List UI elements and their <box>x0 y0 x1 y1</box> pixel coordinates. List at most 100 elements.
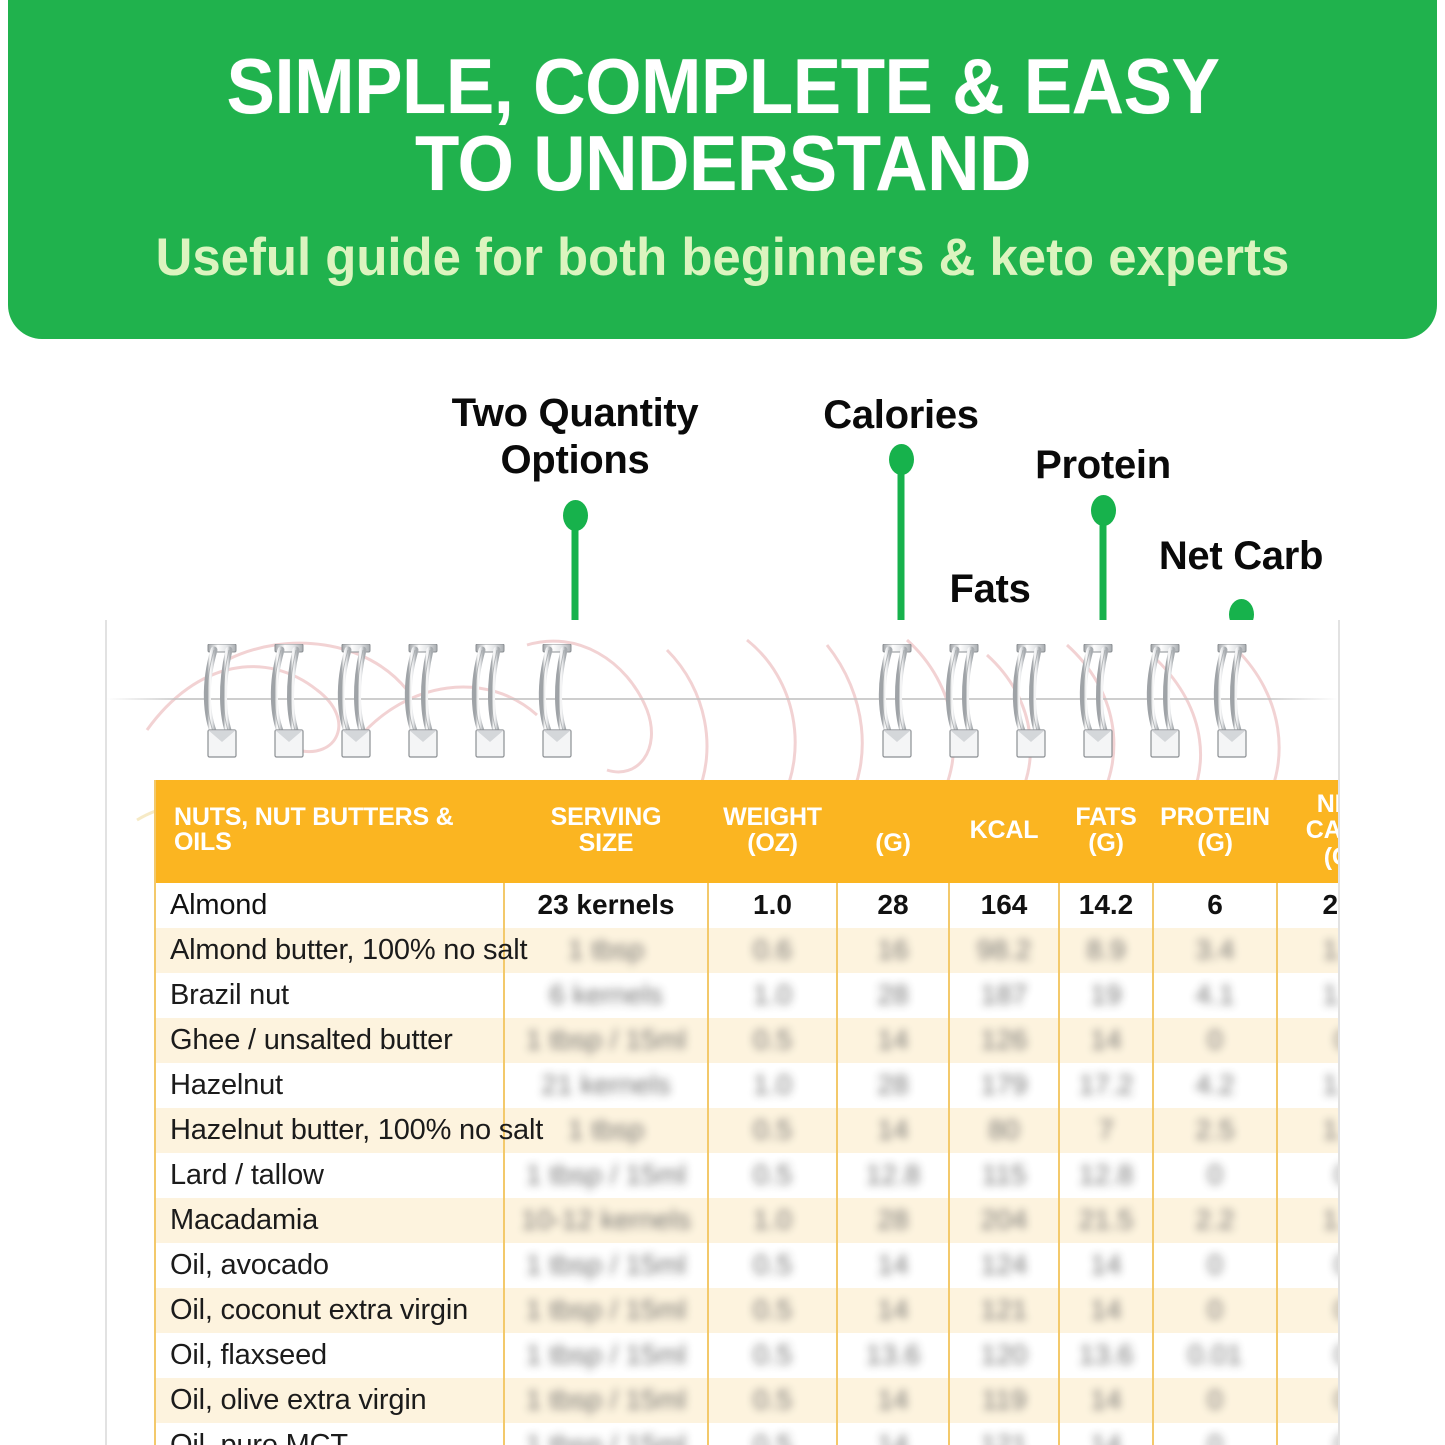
cell-protein: 6 <box>1152 882 1277 928</box>
cell-oz: 0.5 <box>707 1242 837 1288</box>
cell-kcal: 80 <box>948 1107 1059 1153</box>
cell-name: Hazelnut butter, 100% no salt <box>170 1113 544 1146</box>
cell-netcarb: 1.5 <box>1276 1197 1338 1243</box>
cell-protein: 4.1 <box>1152 972 1277 1018</box>
cell-netcarb: 0 <box>1276 1332 1338 1378</box>
cell-serving: 1 tbsp / 15ml <box>503 1242 708 1288</box>
cell-protein: 0 <box>1152 1422 1277 1445</box>
cell-fats: 21.5 <box>1058 1197 1153 1243</box>
cell-g: 12.8 <box>836 1152 949 1198</box>
col-header-weight-g-spacer <box>841 804 945 830</box>
cell-name: Oil, flaxseed <box>170 1338 327 1371</box>
cell-name: Oil, olive extra virgin <box>170 1383 427 1416</box>
spiral-ring <box>944 643 984 759</box>
cell-protein: 4.2 <box>1152 1062 1277 1108</box>
cell-fats: 14 <box>1058 1242 1153 1288</box>
col-header-weight-label: WEIGHT <box>723 803 822 832</box>
cell-kcal: 121 <box>948 1287 1059 1333</box>
spiral-ring <box>537 643 577 759</box>
spiral-ring <box>1212 643 1252 759</box>
cell-oz: 1.0 <box>707 972 837 1018</box>
cell-g: 13.6 <box>836 1332 949 1378</box>
callout-label-two-quantity-options: Two Quantity Options <box>451 391 699 483</box>
table-row: Hazelnut butter, 100% no salt 1 tbsp 0.5 14… <box>156 1107 1338 1153</box>
cell-name: Brazil nut <box>170 978 289 1011</box>
cell-fats: 13.6 <box>1058 1332 1153 1378</box>
cell-protein: 0 <box>1152 1017 1277 1063</box>
cell-netcarb: 1.9 <box>1276 1062 1338 1108</box>
cell-oz: 0.5 <box>707 1107 837 1153</box>
cell-serving: 1 tbsp / 15ml <box>503 1017 708 1063</box>
col-header-fats-label: FATS <box>1075 803 1137 832</box>
callout-label-calories: Calories <box>823 393 979 437</box>
page-title-line2: TO UNDERSTAND <box>414 119 1031 208</box>
col-header-protein-unit: (G) <box>1197 829 1233 858</box>
col-header-netcarb: NET CARB (G) <box>1277 780 1338 883</box>
spiral-ring <box>470 643 510 759</box>
cell-oz: 0.5 <box>707 1152 837 1198</box>
cell-name: Almond butter, 100% no salt <box>170 933 528 966</box>
callout-label-net-carb: Net Carb <box>1158 534 1324 578</box>
col-header-protein: PROTEIN (G) <box>1153 780 1277 883</box>
spiral-ring <box>202 643 242 759</box>
col-header-weight-oz: WEIGHT (OZ) <box>708 780 837 883</box>
cell-netcarb: 1.4 <box>1276 927 1338 973</box>
cell-netcarb: 0 <box>1276 1422 1338 1445</box>
cell-oz: 0.6 <box>707 927 837 973</box>
cell-serving: 6 kernels <box>503 972 708 1018</box>
table-row: Oil, coconut extra virgin 1 tbsp / 15ml 0.… <box>156 1287 1338 1333</box>
cell-oz: 1.0 <box>707 1197 837 1243</box>
cell-kcal: 204 <box>948 1197 1059 1243</box>
callout-label-protein: Protein <box>1035 443 1171 487</box>
table-row: Oil, olive extra virgin 1 tbsp / 15ml 0.5 1… <box>156 1377 1338 1423</box>
cell-netcarb: 2.6 <box>1276 882 1338 928</box>
cell-fats: 14 <box>1058 1377 1153 1423</box>
cell-kcal: 119 <box>948 1377 1059 1423</box>
col-header-netcarb-unit: (G) <box>1323 842 1338 871</box>
cell-name: Macadamia <box>170 1203 319 1236</box>
cell-g: 14 <box>836 1017 949 1063</box>
page-fold-line <box>107 698 1338 700</box>
cell-fats: 17.2 <box>1058 1062 1153 1108</box>
cell-protein: 2.5 <box>1152 1107 1277 1153</box>
cell-name: Ghee / unsalted butter <box>170 1023 453 1056</box>
col-header-serving-size: SERVING SIZE <box>504 780 708 883</box>
cell-kcal: 120 <box>948 1332 1059 1378</box>
cell-kcal: 164 <box>948 882 1059 928</box>
callout-label-fats: Fats <box>949 567 1031 611</box>
col-header-name: NUTS, NUT BUTTERS & OILS <box>156 780 504 883</box>
col-header-fats-unit: (G) <box>1088 829 1124 858</box>
cell-fats: 8.9 <box>1058 927 1153 973</box>
cell-protein: 0 <box>1152 1242 1277 1288</box>
page-subtitle: Useful guide for both beginners & keto e… <box>155 228 1290 288</box>
spiral-ring <box>1078 643 1118 759</box>
cell-name: Oil, coconut extra virgin <box>170 1293 469 1326</box>
cell-serving: 1 tbsp / 15ml <box>503 1152 708 1198</box>
table-row: Lard / tallow 1 tbsp / 15ml 0.5 12.8 115 12.8… <box>156 1152 1338 1198</box>
cell-netcarb: 0 <box>1276 1152 1338 1198</box>
nutrition-table: NUTS, NUT BUTTERS & OILS SERVING SIZE WE… <box>156 780 1338 1445</box>
cell-oz: 1.0 <box>707 882 837 928</box>
cell-kcal: 124 <box>948 1242 1059 1288</box>
spiral-ring <box>269 643 309 759</box>
cell-kcal: 121 <box>948 1422 1059 1445</box>
cell-oz: 0.5 <box>707 1287 837 1333</box>
table-row: Ghee / unsalted butter 1 tbsp / 15ml 0.5 14… <box>156 1017 1338 1063</box>
cell-fats: 14 <box>1058 1422 1153 1445</box>
cell-netcarb: 0 <box>1276 1377 1338 1423</box>
spiral-ring <box>336 643 376 759</box>
cell-g: 28 <box>836 1062 949 1108</box>
cell-oz: 0.5 <box>707 1422 837 1445</box>
page-title-line1: SIMPLE, COMPLETE & EASY <box>226 42 1219 130</box>
cell-fats: 14 <box>1058 1287 1153 1333</box>
table-header: NUTS, NUT BUTTERS & OILS SERVING SIZE WE… <box>156 780 1338 883</box>
cell-netcarb: 0 <box>1276 1017 1338 1063</box>
cell-protein: 2.2 <box>1152 1197 1277 1243</box>
table-row: Almond butter, 100% no salt 1 tbsp 0.6 16 98… <box>156 927 1338 973</box>
nutrition-table-wrapper: NUTS, NUT BUTTERS & OILS SERVING SIZE WE… <box>154 780 1338 1445</box>
cell-name: Oil, avocado <box>170 1248 329 1281</box>
